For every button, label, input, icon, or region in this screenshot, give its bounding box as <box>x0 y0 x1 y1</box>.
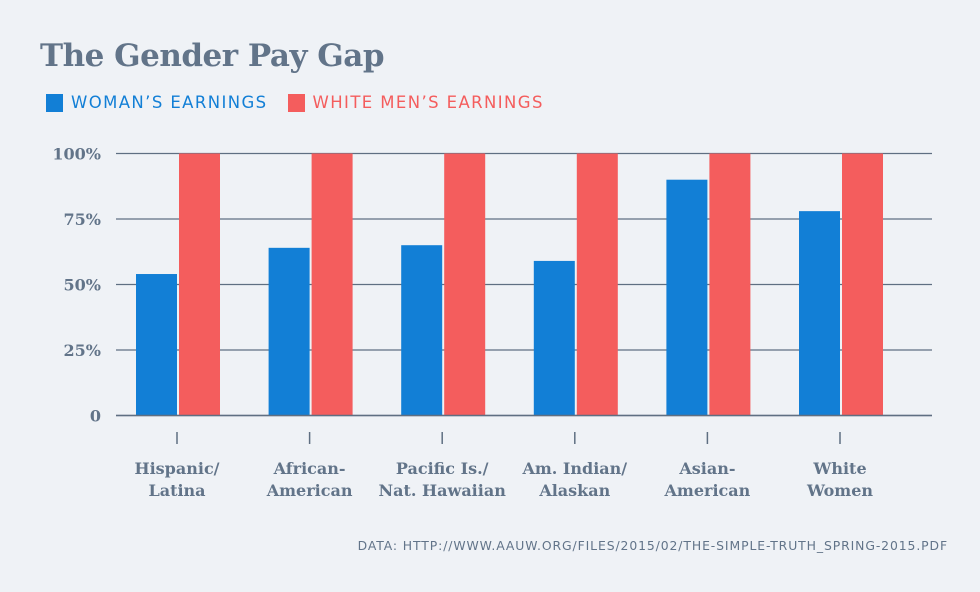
bar-white-men <box>179 153 220 416</box>
x-tick-label: Women <box>806 481 873 500</box>
legend-label-men: WHITE MEN’S EARNINGS <box>312 93 544 112</box>
x-tick-label: White <box>812 459 866 478</box>
y-tick-label: 50% <box>64 276 101 295</box>
x-tick-label: Pacific Is./ <box>396 459 489 478</box>
legend: WOMAN’S EARNINGS WHITE MEN’S EARNINGS <box>46 93 564 112</box>
x-tick-label: African- <box>273 459 346 478</box>
x-tick-label: American <box>664 481 751 500</box>
data-source: DATA: HTTP://WWW.AAUW.ORG/FILES/2015/02/… <box>357 538 948 553</box>
x-tick-label: American <box>266 481 353 500</box>
bar-white-men <box>576 153 618 416</box>
legend-swatch-men <box>287 93 305 112</box>
bar-white-men <box>444 153 486 416</box>
y-tick-label: 0 <box>90 407 101 426</box>
bar-women <box>136 274 177 416</box>
bar-women <box>799 211 840 416</box>
bar-women <box>666 179 708 416</box>
bar-women <box>533 260 575 416</box>
legend-label-women: WOMAN’S EARNINGS <box>71 93 268 112</box>
x-tick-label: Hispanic/ <box>134 459 219 478</box>
x-tick-label: Asian- <box>678 459 735 478</box>
y-tick-label: 100% <box>52 145 101 164</box>
legend-swatch-women <box>46 93 63 112</box>
chart-title: The Gender Pay Gap <box>40 38 385 74</box>
y-tick-label: 75% <box>64 210 101 229</box>
x-tick-label: Am. Indian/ <box>521 459 627 478</box>
x-tick-label: Latina <box>148 481 205 500</box>
bar-white-men <box>842 153 883 416</box>
x-tick-label: Alaskan <box>538 481 610 500</box>
legend-item-women: WOMAN’S EARNINGS <box>46 93 268 112</box>
bar-white-men <box>311 153 353 416</box>
x-tick-label: Nat. Hawaiian <box>379 481 507 500</box>
bar-women <box>401 245 443 416</box>
y-tick-label: 25% <box>64 341 101 360</box>
bar-white-men <box>709 153 751 416</box>
legend-item-men: WHITE MEN’S EARNINGS <box>287 93 544 112</box>
bar-women <box>268 247 310 416</box>
